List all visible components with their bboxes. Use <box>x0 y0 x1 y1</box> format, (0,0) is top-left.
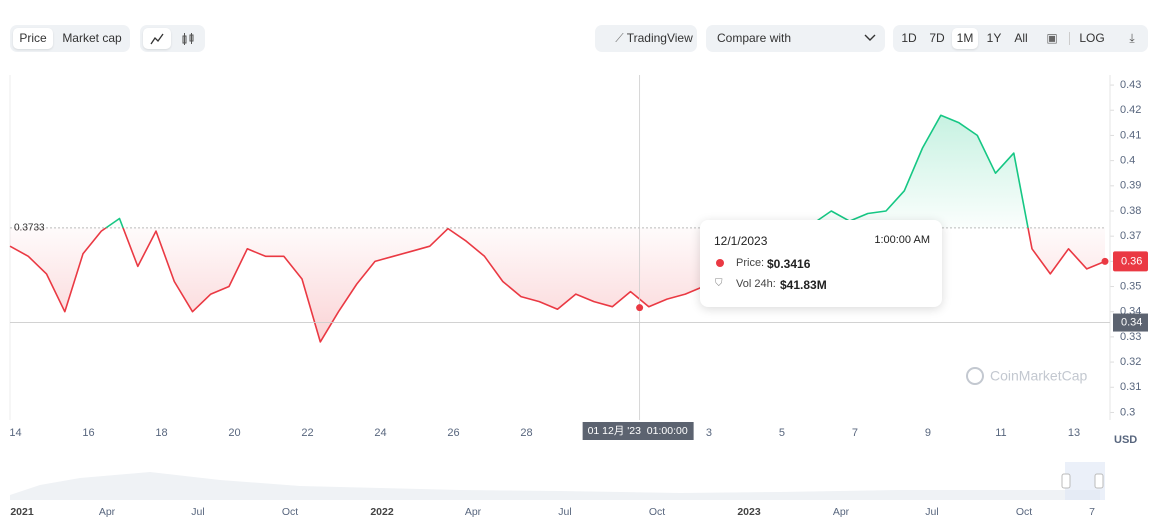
navigator-label: Jul <box>925 506 938 518</box>
y-tick-label: 0.4 <box>1120 155 1135 167</box>
chevron[interactable] <box>860 28 880 49</box>
currency: USD <box>1114 434 1137 446</box>
separator <box>1069 32 1070 45</box>
compare-dropdown[interactable] <box>706 25 885 52</box>
y-tick-label: 0.37 <box>1120 230 1141 242</box>
navigator-label: Apr <box>833 506 850 518</box>
x-tick-label: 24 <box>374 427 386 439</box>
range-button[interactable]: 1D <box>901 31 917 45</box>
download-icon[interactable]: ⤓ <box>1129 31 1135 45</box>
y-tick-label: 0.34 <box>1120 306 1141 318</box>
tooltip-price-label: Price: <box>736 257 765 269</box>
reference-label: 0.3733 <box>14 222 45 233</box>
line-icon[interactable] <box>143 28 171 49</box>
tradingview-button[interactable] <box>595 25 697 52</box>
tooltip-price: $0.3416 <box>767 257 811 271</box>
navigator-window[interactable] <box>1065 462 1105 500</box>
tradingview-label[interactable]: ⟋ TradingView <box>615 31 693 45</box>
tooltip-volume: $41.83M <box>780 278 827 292</box>
x-tick-label: 3 <box>706 427 712 439</box>
navigator-handle[interactable] <box>1061 473 1071 489</box>
y-tick-label: 0.35 <box>1120 280 1141 292</box>
x-tick-label: 18 <box>155 427 167 439</box>
y-tick-label: 0.39 <box>1120 180 1141 192</box>
last-point <box>1101 257 1109 265</box>
x-tick-label: 14 <box>9 427 21 439</box>
x-tick-label: 13 <box>1068 427 1080 439</box>
y-tick-label: 0.3 <box>1120 406 1135 418</box>
last-price-label: 0.36 <box>1121 255 1142 267</box>
range-button[interactable]: 1M <box>952 28 978 49</box>
x-tick-label: 11 <box>995 427 1006 439</box>
x-tick-label: 5 <box>779 427 785 439</box>
tooltip-date: 12/1/2023 <box>714 234 768 248</box>
range-button[interactable]: 1Y <box>986 31 1002 45</box>
y-tick-label: 0.41 <box>1120 129 1141 141</box>
cursor-x-label: 01 12月 '23 01:00:00 <box>588 425 688 437</box>
navigator-label: Jul <box>191 506 204 518</box>
navigator-label: Oct <box>649 506 665 518</box>
navigator-label: Apr <box>465 506 482 518</box>
x-tick-label: 26 <box>447 427 459 439</box>
y-tick-label: 0.36 <box>1120 255 1141 267</box>
x-tick-label: 16 <box>82 427 94 439</box>
range-button[interactable]: All <box>1014 31 1028 45</box>
candle-icon[interactable] <box>174 28 202 49</box>
tab[interactable]: Market cap <box>62 31 122 45</box>
cursor-point <box>636 304 644 312</box>
range-group <box>893 25 1148 52</box>
tab[interactable]: Price <box>13 28 53 49</box>
y-tick-label: 0.43 <box>1120 79 1141 91</box>
navigator-label: 7 <box>1089 506 1095 518</box>
calendar-icon[interactable]: ▣ <box>1046 31 1058 45</box>
volume-icon: ⛉ <box>715 278 723 289</box>
x-tick-label: 7 <box>852 427 858 439</box>
y-tick-label: 0.31 <box>1120 381 1141 393</box>
cursor-x-badge <box>582 422 694 440</box>
navigator-label: Apr <box>99 506 116 518</box>
watermark: CoinMarketCap <box>990 368 1087 384</box>
navigator-label: Oct <box>1016 506 1032 518</box>
navigator-label: 2023 <box>737 506 761 518</box>
navigator-area <box>10 472 1100 500</box>
x-tick-label: 28 <box>520 427 532 439</box>
price-dot <box>716 259 724 267</box>
range-button[interactable]: 7D <box>929 31 945 45</box>
x-tick-label: 22 <box>301 427 313 439</box>
y-tick-label: 0.33 <box>1120 331 1141 343</box>
navigator-label: Oct <box>282 506 298 518</box>
navigator-label: Jul <box>558 506 571 518</box>
last-price-badge <box>1113 251 1148 272</box>
y-tick-label: 0.32 <box>1120 356 1141 368</box>
navigator-label: 2021 <box>10 506 34 518</box>
tooltip-volume-label: Vol 24h: <box>736 278 776 290</box>
y-tick-label: 0.38 <box>1120 205 1141 217</box>
navigator-label: 2022 <box>370 506 394 518</box>
cursor-price-badge <box>1113 313 1148 332</box>
y-tick-label: 0.42 <box>1120 104 1141 116</box>
log-button[interactable]: LOG <box>1079 31 1105 45</box>
compare-label[interactable]: Compare with <box>717 31 792 45</box>
x-tick-label: 9 <box>925 427 931 439</box>
x-tick-label: 20 <box>228 427 240 439</box>
navigator-handle[interactable] <box>1094 473 1104 489</box>
tooltip: 12/1/2023 1:00:00 AM Price: $0.3416 ⛉ Vo… <box>700 220 942 307</box>
cursor-price-label: 0.34 <box>1121 316 1142 328</box>
tooltip-time: 1:00:00 AM <box>874 234 930 246</box>
watermark-logo <box>966 367 984 385</box>
tradingview-text: TradingView <box>626 31 693 45</box>
